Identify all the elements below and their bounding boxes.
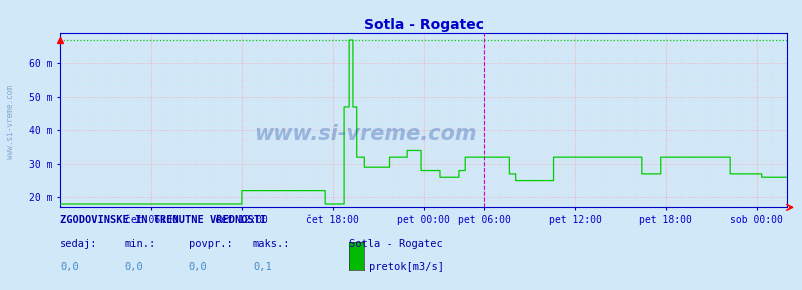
- Text: sedaj:: sedaj:: [60, 239, 98, 249]
- Text: pretok[m3/s]: pretok[m3/s]: [369, 262, 444, 272]
- Text: www.si-vreme.com: www.si-vreme.com: [253, 124, 476, 144]
- Text: maks.:: maks.:: [253, 239, 290, 249]
- Text: 0,0: 0,0: [60, 262, 79, 272]
- Text: 0,1: 0,1: [253, 262, 271, 272]
- Text: povpr.:: povpr.:: [188, 239, 232, 249]
- Text: Sotla - Rogatec: Sotla - Rogatec: [349, 239, 443, 249]
- Text: ZGODOVINSKE IN TRENUTNE VREDNOSTI: ZGODOVINSKE IN TRENUTNE VREDNOSTI: [60, 215, 266, 224]
- Text: 0,0: 0,0: [124, 262, 143, 272]
- Text: min.:: min.:: [124, 239, 156, 249]
- Text: www.si-vreme.com: www.si-vreme.com: [6, 85, 15, 159]
- Title: Sotla - Rogatec: Sotla - Rogatec: [363, 18, 483, 32]
- Text: 0,0: 0,0: [188, 262, 207, 272]
